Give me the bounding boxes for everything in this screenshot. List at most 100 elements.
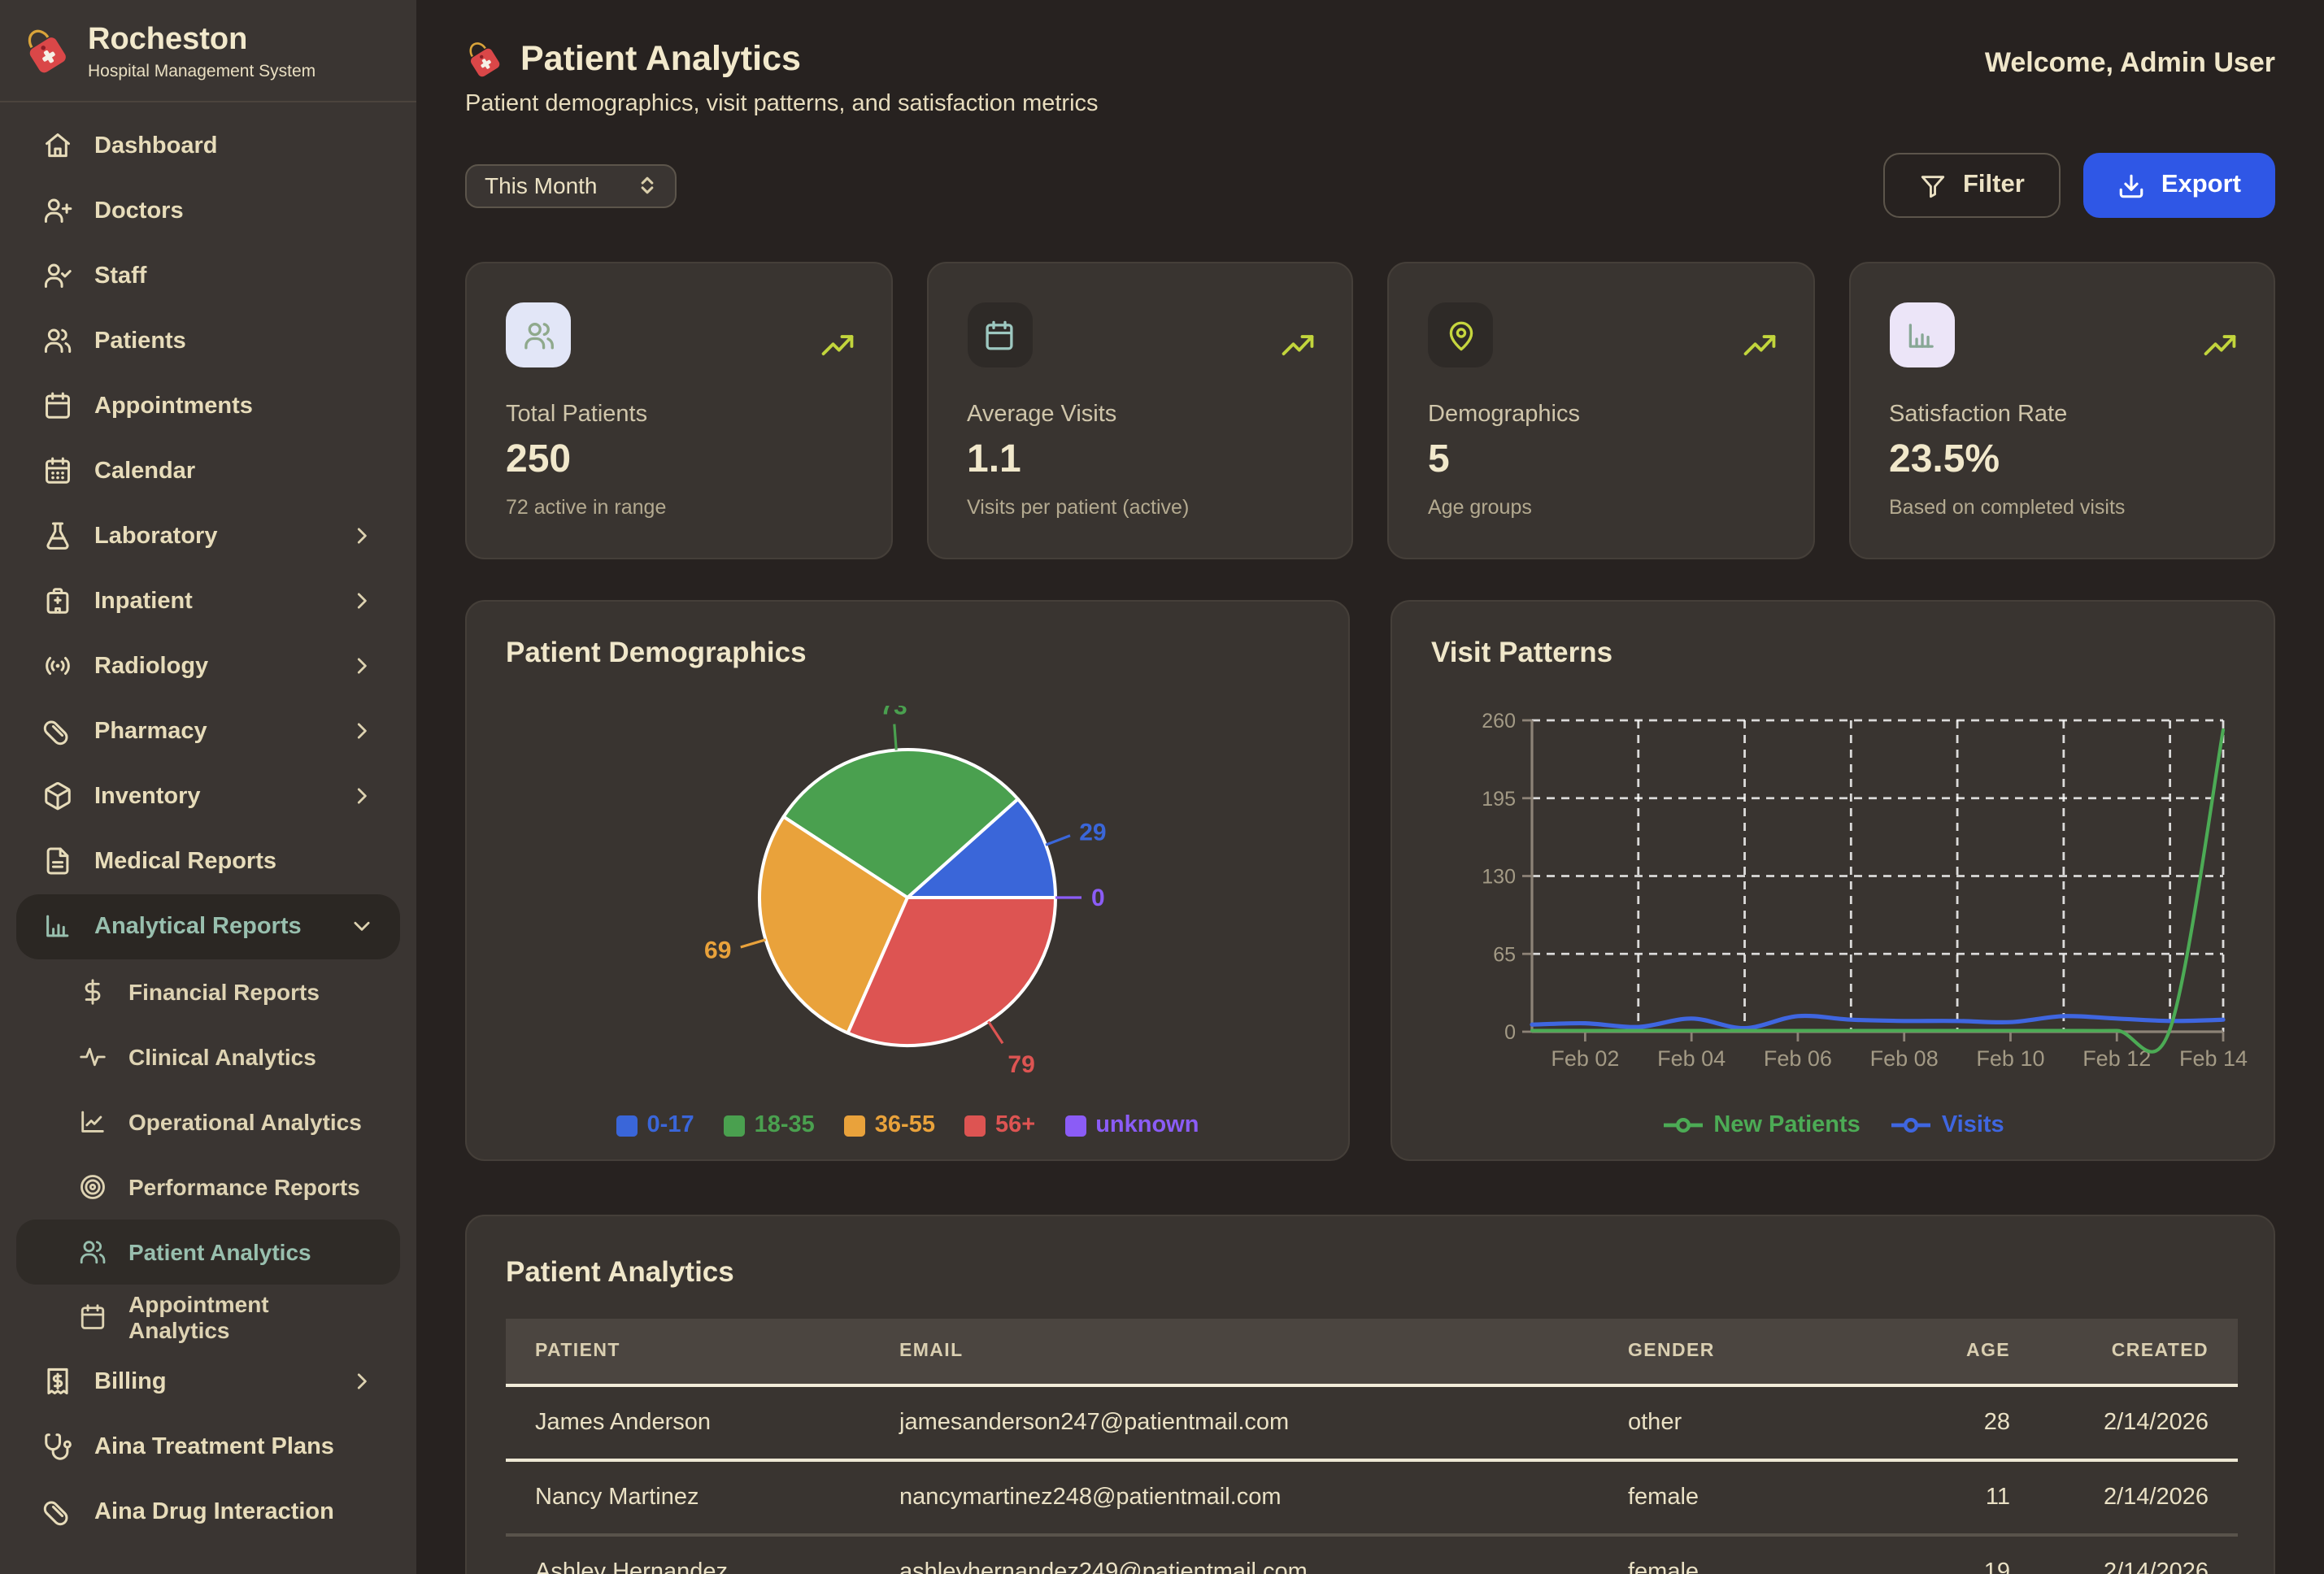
stat-card-demographics: Demographics 5 Age groups bbox=[1387, 262, 1814, 559]
sidebar-item-billing[interactable]: Billing bbox=[16, 1350, 400, 1415]
page-title: Patient Analytics bbox=[520, 39, 801, 78]
bar-chart-icon bbox=[1889, 302, 1954, 367]
sidebar-menu: Dashboard Doctors Staff Patients Appointment… bbox=[0, 102, 416, 1556]
pie-value-label: 73 bbox=[880, 706, 907, 720]
x-tick-label: Feb 02 bbox=[1551, 1046, 1619, 1071]
sidebar-item-financial-reports[interactable]: Financial Reports bbox=[16, 959, 400, 1024]
chevron-right-icon bbox=[350, 1370, 374, 1394]
main-content: Patient Analytics Welcome, Admin User Pa… bbox=[416, 0, 2324, 1574]
export-button[interactable]: Export bbox=[2082, 153, 2275, 218]
legend-item-unknown[interactable]: unknown bbox=[1064, 1112, 1199, 1138]
pie-value-label: 69 bbox=[704, 937, 731, 963]
patient-analytics-table-card: Patient Analytics PATIENT EMAIL GENDER AGE C… bbox=[465, 1215, 2275, 1574]
cell-patient: James Anderson bbox=[535, 1410, 712, 1436]
sidebar-item-label: Appointments bbox=[94, 393, 253, 420]
pie-label-leader bbox=[893, 724, 898, 750]
x-tick-label: Feb 06 bbox=[1764, 1046, 1832, 1071]
welcome-text: Welcome, Admin User bbox=[1984, 47, 2275, 78]
receipt-icon bbox=[42, 1367, 73, 1398]
legend-swatch bbox=[1064, 1115, 1086, 1136]
stat-card-total-patients: Total Patients 250 72 active in range bbox=[465, 262, 892, 559]
sidebar-item-pharmacy[interactable]: Pharmacy bbox=[16, 699, 400, 764]
sidebar-item-label: Performance Reports bbox=[128, 1173, 360, 1200]
stat-value: 1.1 bbox=[967, 437, 1021, 481]
table-body: James Anderson jamesanderson247@patientma… bbox=[506, 1385, 2238, 1574]
legend-item-visits[interactable]: Visits bbox=[1890, 1112, 2004, 1138]
series-line-visits bbox=[1530, 1013, 2226, 1031]
line-dot-marker-icon bbox=[1890, 1115, 1932, 1135]
cell-email: jamesanderson247@patientmail.com bbox=[899, 1410, 1290, 1436]
sidebar-item-aina-drug-interaction[interactable]: Aina Drug Interaction bbox=[16, 1480, 400, 1545]
activity-icon bbox=[78, 1042, 107, 1072]
sidebar-item-performance-reports[interactable]: Performance Reports bbox=[16, 1154, 400, 1220]
cell-email: nancymartinez248@patientmail.com bbox=[899, 1485, 1282, 1511]
dollar-icon bbox=[78, 977, 107, 1007]
sidebar-item-staff[interactable]: Staff bbox=[16, 244, 400, 309]
cell-age: 19 bbox=[1983, 1559, 2010, 1574]
date-range-select[interactable]: This Month bbox=[465, 163, 677, 207]
line-chart-icon bbox=[78, 1107, 107, 1137]
sidebar-item-calendar[interactable]: Calendar bbox=[16, 439, 400, 504]
legend-swatch bbox=[616, 1115, 638, 1136]
sidebar-item-laboratory[interactable]: Laboratory bbox=[16, 504, 400, 569]
user-check-icon bbox=[42, 261, 73, 292]
cell-patient: Ashley Hernandez bbox=[535, 1559, 728, 1574]
sidebar-item-radiology[interactable]: Radiology bbox=[16, 634, 400, 699]
y-tick-label: 195 bbox=[1482, 788, 1516, 811]
legend-label: unknown bbox=[1095, 1112, 1199, 1138]
legend-item-36-55[interactable]: 36-55 bbox=[843, 1112, 935, 1138]
cell-created: 2/14/2026 bbox=[2103, 1410, 2209, 1436]
legend-item-18-35[interactable]: 18-35 bbox=[723, 1112, 815, 1138]
chevron-right-icon bbox=[350, 720, 374, 744]
package-icon bbox=[42, 781, 73, 812]
sidebar-item-label: Patient Analytics bbox=[128, 1238, 311, 1265]
sidebar-item-label: Patients bbox=[94, 328, 186, 354]
sidebar-item-aina-treatment-plans[interactable]: Aina Treatment Plans bbox=[16, 1415, 400, 1480]
legend-label: New Patients bbox=[1713, 1112, 1861, 1138]
stat-label: Demographics bbox=[1428, 402, 1580, 428]
sidebar-item-label: Operational Analytics bbox=[128, 1108, 362, 1135]
sidebar-item-appointment-analytics[interactable]: Appointment Analytics bbox=[16, 1285, 400, 1350]
pie-label-leader bbox=[987, 1020, 1004, 1045]
sidebar-item-label: Doctors bbox=[94, 198, 184, 224]
sidebar-item-inpatient[interactable]: Inpatient bbox=[16, 569, 400, 634]
sidebar-item-operational-analytics[interactable]: Operational Analytics bbox=[16, 1089, 400, 1154]
cell-age: 11 bbox=[1985, 1485, 2010, 1511]
sidebar-item-patient-analytics[interactable]: Patient Analytics bbox=[16, 1219, 400, 1285]
visit-patterns-card: Visit Patterns 0 65 130 195 260 Feb 02 Feb 04 F… bbox=[1390, 600, 2275, 1161]
sidebar-item-label: Pharmacy bbox=[94, 718, 207, 745]
sidebar-item-appointments[interactable]: Appointments bbox=[16, 374, 400, 439]
x-tick-label: Feb 14 bbox=[2179, 1046, 2248, 1071]
series-line-new-patients bbox=[1530, 728, 2226, 1054]
page-subtitle: Patient demographics, visit patterns, an… bbox=[465, 91, 1099, 117]
sidebar-item-doctors[interactable]: Doctors bbox=[16, 179, 400, 244]
trending-up-icon bbox=[819, 328, 855, 364]
x-tick-label: Feb 10 bbox=[1976, 1046, 2044, 1071]
pie-value-label: 0 bbox=[1091, 885, 1105, 911]
legend-item-new-patients[interactable]: New Patients bbox=[1661, 1112, 1861, 1138]
legend-item-0-17[interactable]: 0-17 bbox=[616, 1112, 694, 1138]
calendar-icon bbox=[78, 1302, 107, 1332]
stat-caption: Based on completed visits bbox=[1889, 496, 2126, 519]
sidebar-item-inventory[interactable]: Inventory bbox=[16, 764, 400, 829]
legend-swatch bbox=[843, 1115, 865, 1136]
sidebar-item-label: Medical Reports bbox=[94, 848, 276, 875]
sidebar-item-dashboard[interactable]: Dashboard bbox=[16, 114, 400, 179]
user-plus-icon bbox=[42, 196, 73, 227]
users-icon bbox=[506, 302, 571, 367]
users-icon bbox=[42, 326, 73, 357]
filter-button[interactable]: Filter bbox=[1883, 153, 2061, 218]
map-pin-icon bbox=[1428, 302, 1493, 367]
sidebar-item-clinical-analytics[interactable]: Clinical Analytics bbox=[16, 1024, 400, 1089]
legend-item-56+[interactable]: 56+ bbox=[964, 1112, 1035, 1138]
legend-swatch bbox=[723, 1115, 745, 1136]
legend-label: 36-55 bbox=[874, 1112, 935, 1138]
calendar-icon bbox=[42, 391, 73, 422]
stat-card-average-visits: Average Visits 1.1 Visits per patient (act… bbox=[926, 262, 1353, 559]
y-tick-label: 260 bbox=[1482, 710, 1516, 733]
sidebar-item-medical-reports[interactable]: Medical Reports bbox=[16, 829, 400, 894]
sidebar-item-patients[interactable]: Patients bbox=[16, 309, 400, 374]
table-row: James Anderson jamesanderson247@patientma… bbox=[506, 1385, 2238, 1460]
sidebar-item-analytical-reports[interactable]: Analytical Reports bbox=[16, 894, 400, 959]
x-tick-label: Feb 08 bbox=[1870, 1046, 1939, 1071]
